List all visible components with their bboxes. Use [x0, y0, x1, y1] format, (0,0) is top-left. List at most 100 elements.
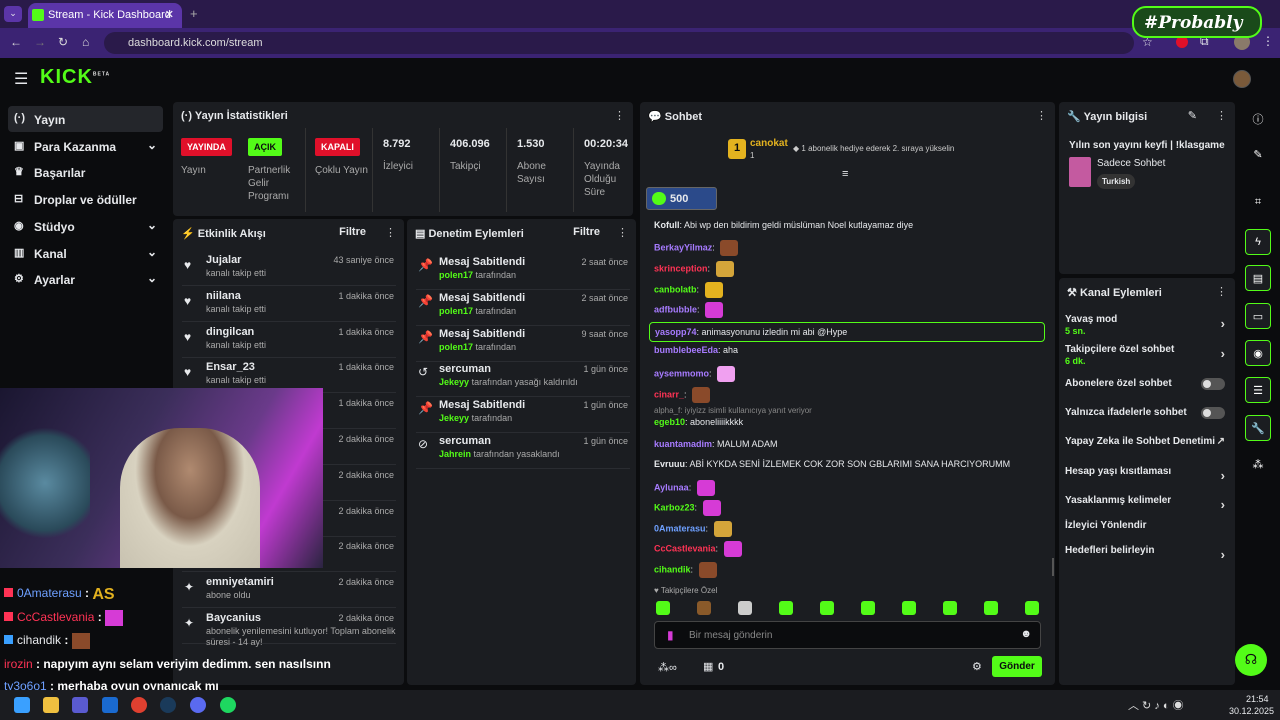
outlook-icon[interactable]: [102, 697, 118, 713]
chat-menu-icon[interactable]: ⋮: [1036, 110, 1047, 122]
chat-username[interactable]: Karboz23: [654, 502, 695, 513]
chat-message[interactable]: canbolatb:: [654, 282, 723, 298]
sidebar-item-4[interactable]: ◉ Stüdyo ⌄: [8, 213, 163, 239]
emote-icon[interactable]: [902, 601, 916, 615]
add-widget-icon[interactable]: ⁂: [1252, 459, 1264, 471]
emote-icon[interactable]: [984, 601, 998, 615]
star-icon[interactable]: ☆: [1142, 35, 1153, 49]
broadcast-rail-icon[interactable]: ◉: [1245, 340, 1271, 366]
chat-username[interactable]: CcCastlevania: [654, 543, 716, 554]
channel-action[interactable]: Yapay Zeka ile Sohbet Denetimi ↗: [1065, 436, 1225, 447]
browser-menu-icon[interactable]: ⋮: [1262, 34, 1274, 48]
activity-menu-icon[interactable]: ⋮: [385, 227, 396, 239]
emote-icon[interactable]: [697, 601, 711, 615]
category-name[interactable]: Sadece Sohbet: [1097, 158, 1166, 169]
spotify-icon[interactable]: [220, 697, 236, 713]
chat-rail-icon[interactable]: ▭: [1245, 303, 1271, 329]
chat-username[interactable]: canbolatb: [654, 284, 697, 295]
channel-action[interactable]: Takipçilere özel sohbet 6 dk. ›: [1065, 344, 1225, 366]
chat-username[interactable]: bumblebeeEda: [654, 345, 719, 355]
moderation-item[interactable]: 📌 Mesaj Sabitlendi polen17 tarafından 2 saa…: [416, 292, 630, 326]
chat-message[interactable]: aysemmomo:: [654, 366, 736, 382]
channel-action[interactable]: Yavaş mod 5 sn. ›: [1065, 314, 1225, 336]
chat-message[interactable]: kuantamadim: MALUM ADAM: [654, 439, 778, 449]
reload-icon[interactable]: ↻: [58, 35, 69, 49]
expand-leaderboard-icon[interactable]: ≡: [842, 168, 849, 180]
info-icon[interactable]: ⓘ: [1252, 114, 1264, 126]
channel-points-icon[interactable]: ⁂∞: [658, 662, 677, 674]
crop-icon[interactable]: ⌗: [1254, 196, 1262, 208]
sidebar-item-1[interactable]: ▣ Para Kazanma ⌄: [8, 133, 163, 159]
browser-tab[interactable]: Stream - Kick Dashboard ✕: [28, 3, 182, 28]
moderation-item[interactable]: 📌 Mesaj Sabitlendi polen17 tarafından 9 saa…: [416, 328, 630, 362]
top-gifter-name[interactable]: canokat: [750, 138, 788, 149]
emote-icon[interactable]: [943, 601, 957, 615]
store-app-icon[interactable]: [72, 697, 88, 713]
user-avatar[interactable]: [1233, 70, 1251, 88]
chat-input[interactable]: ▮ Bir mesaj gönderin ☻: [654, 621, 1041, 649]
stats-rail-icon[interactable]: ☰: [1245, 377, 1271, 403]
sidebar-item-3[interactable]: ⊟ Droplar ve ödüller: [8, 186, 163, 212]
moderation-filter-button[interactable]: Filtre: [573, 226, 600, 238]
chat-username[interactable]: aysemmomo: [654, 368, 710, 379]
emote-icon[interactable]: [656, 601, 670, 615]
actions-menu-icon[interactable]: ⋮: [1216, 286, 1227, 298]
language-tag[interactable]: Turkish: [1097, 174, 1136, 189]
chat-username[interactable]: kuantamadim: [654, 439, 713, 449]
moderation-item[interactable]: ↺ sercuman Jekeyy tarafından yasağı kaldır…: [416, 363, 630, 398]
chat-message[interactable]: yasopp74: animasyonunu izledin mi abi @H…: [649, 322, 1045, 342]
moderation-item[interactable]: ⊘ sercuman Jahrein tarafından yasaklandı 1 …: [416, 435, 630, 469]
wrench-rail-icon[interactable]: 🔧: [1245, 415, 1271, 441]
pencil-icon[interactable]: ✎: [1253, 149, 1263, 161]
moderation-menu-icon[interactable]: ⋮: [617, 227, 628, 239]
activity-item[interactable]: ♥ Jujalar kanalı takip etti 43 saniye önce: [182, 254, 396, 286]
windows-start-icon[interactable]: [14, 697, 30, 713]
new-tab-icon[interactable]: +: [190, 6, 198, 21]
puzzle-icon[interactable]: ⧉: [1200, 34, 1209, 48]
chat-username[interactable]: cinarr_: [654, 389, 685, 400]
emote-icon[interactable]: [820, 601, 834, 615]
store-icon[interactable]: ▦: [703, 661, 714, 673]
chat-username[interactable]: adfbubble: [654, 304, 697, 315]
chat-message[interactable]: egeb10: aboneliiiikkkk: [654, 417, 744, 427]
chat-message[interactable]: Evruuu: ABİ KYKDA SENİ İZLEMEK COK ZOR S…: [654, 459, 1011, 469]
chrome-icon[interactable]: [131, 697, 147, 713]
chat-message[interactable]: 0Amaterasu:: [654, 521, 732, 537]
file-explorer-icon[interactable]: [43, 697, 59, 713]
chat-username[interactable]: egeb10: [654, 417, 686, 427]
hamburger-menu-icon[interactable]: ☰: [14, 71, 29, 88]
emote-icon[interactable]: [1025, 601, 1039, 615]
forward-icon[interactable]: →: [34, 35, 46, 49]
tab-search-button[interactable]: ⌄: [4, 6, 22, 22]
support-icon[interactable]: ☊: [1235, 644, 1267, 676]
sidebar-item-0[interactable]: (·) Yayın: [8, 106, 163, 132]
channel-action[interactable]: Hedefleri belirleyin ›: [1065, 545, 1225, 562]
close-icon[interactable]: ✕: [164, 9, 174, 21]
channel-action[interactable]: Hesap yaşı kısıtlaması ›: [1065, 466, 1225, 483]
toggle-switch[interactable]: [1201, 378, 1225, 390]
activity-item[interactable]: ✦ Baycanius abonelik yenilemesini kutluyor…: [182, 612, 396, 647]
mic-icon[interactable]: ▮: [667, 628, 674, 642]
moderation-item[interactable]: 📌 Mesaj Sabitlendi polen17 tarafından 2 saa…: [416, 256, 630, 290]
chat-settings-icon[interactable]: ⚙: [972, 661, 982, 673]
chat-username[interactable]: yasopp74: [655, 327, 697, 337]
chat-message[interactable]: Aylunaa:: [654, 480, 715, 496]
chat-scrollbar[interactable]: [1052, 558, 1054, 576]
sidebar-item-6[interactable]: ⚙ Ayarlar ⌄: [8, 266, 163, 292]
stats-menu-icon[interactable]: ⋮: [614, 110, 625, 122]
chat-message[interactable]: cihandik:: [654, 562, 717, 578]
chat-message[interactable]: CcCastlevania:: [654, 541, 742, 557]
channel-action[interactable]: Yasaklanmış kelimeler ›: [1065, 495, 1225, 512]
activity-item[interactable]: ♥ niilana kanalı takip etti 1 dakika önce: [182, 290, 396, 322]
address-bar[interactable]: dashboard.kick.com/stream: [104, 32, 1134, 54]
profile-avatar[interactable]: [1234, 34, 1250, 50]
clipboard-rail-icon[interactable]: ▤: [1245, 265, 1271, 291]
chat-message[interactable]: Karboz23:: [654, 500, 721, 516]
activity-item[interactable]: ✦ emniyetamiri abone oldu 2 dakika önce: [182, 576, 396, 609]
chat-username[interactable]: BerkayYilmaz: [654, 242, 713, 253]
chat-username[interactable]: 0Amaterasu: [654, 523, 706, 534]
tray-icons[interactable]: ︿ ↻ ♪ ◐ ◉: [1128, 700, 1184, 712]
sidebar-item-5[interactable]: ▥ Kanal ⌄: [8, 240, 163, 266]
home-icon[interactable]: ⌂: [82, 35, 90, 49]
chat-message[interactable]: Kofull: Abi wp den bildirim geldi müslüm…: [654, 220, 914, 230]
